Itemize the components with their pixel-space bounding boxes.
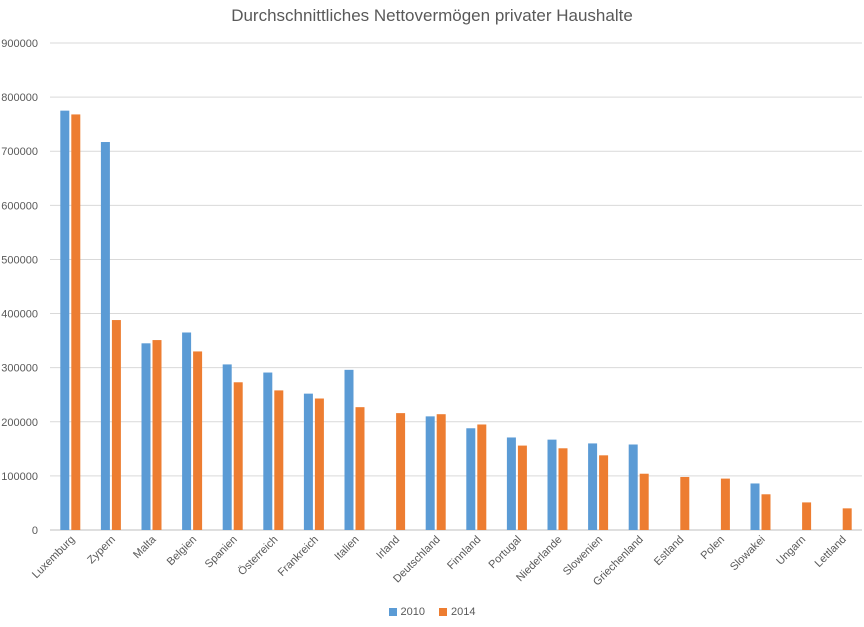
- bar-2014-Frankreich: [314, 398, 324, 530]
- bar-2010-Österreich: [263, 372, 273, 530]
- bar-2010-Italien: [344, 369, 354, 530]
- bar-2010-Finnland: [466, 428, 476, 530]
- y-tick-label: 300000: [1, 363, 38, 375]
- y-tick-label: 100000: [1, 471, 38, 483]
- bar-2014-Finnland: [477, 424, 487, 530]
- bar-2014-Lettland: [842, 508, 852, 530]
- bar-2014-Malta: [152, 340, 162, 530]
- x-tick-label: Malta: [131, 533, 159, 561]
- y-tick-label: 700000: [1, 146, 38, 158]
- x-tick-label: Ungarn: [774, 534, 808, 568]
- gridlines: [50, 42, 862, 531]
- bar-2010-Frankreich: [303, 393, 313, 530]
- x-tick-label: Zypern: [85, 534, 118, 567]
- legend-item-2010: 2010: [388, 606, 425, 618]
- x-tick-label: Österreich: [236, 534, 280, 578]
- bar-2014-Zypern: [111, 320, 121, 530]
- y-tick-label: 800000: [1, 92, 38, 104]
- bar-2010-Portugal: [506, 437, 516, 530]
- x-tick-label: Luxemburg: [30, 534, 77, 581]
- x-tick-label: Irland: [374, 534, 402, 562]
- x-tick-label: Italien: [332, 534, 361, 563]
- x-tick-label: Lettland: [813, 534, 849, 570]
- bar-2014-Polen: [720, 478, 730, 530]
- y-tick-label: 900000: [1, 38, 38, 50]
- legend-label-2010: 2010: [400, 606, 425, 618]
- bar-2010-Deutschland: [425, 416, 435, 530]
- bar-2014-Estland: [680, 476, 690, 530]
- bar-2014-Griechenland: [639, 473, 649, 530]
- bar-2014-Slowenien: [599, 455, 609, 530]
- x-tick-label: Estland: [652, 534, 686, 568]
- x-tick-label: Polen: [699, 534, 727, 562]
- y-tick-label: 200000: [1, 417, 38, 429]
- legend-item-2014: 2014: [439, 606, 475, 618]
- bar-2010-Griechenland: [628, 444, 638, 530]
- bar-2010-Spanien: [222, 364, 232, 530]
- chart-plot: 0 100000 200000 300000 400000 500000 600000 700…: [1, 38, 862, 588]
- x-axis-ticks: Luxemburg Zypern Malta Belgien SpanienÖsterr…: [30, 533, 849, 588]
- bar-2014-Slowakei: [761, 494, 771, 530]
- bar-2014-Deutschland: [436, 414, 446, 530]
- bar-2010-Zypern: [100, 142, 110, 531]
- legend-swatch-2014: [439, 608, 447, 616]
- bar-2010-Belgien: [182, 332, 192, 530]
- legend-swatch-2010: [388, 608, 397, 616]
- bar-2010-Luxemburg: [60, 110, 70, 530]
- bar-2010-Malta: [141, 343, 151, 530]
- x-tick-label: Finnland: [445, 534, 483, 572]
- x-tick-label: Frankreich: [276, 534, 321, 579]
- y-axis-ticks: 0 100000 200000 300000 400000 500000 600000 700…: [1, 38, 38, 537]
- y-tick-label: 600000: [1, 200, 38, 212]
- y-tick-label: 400000: [1, 309, 38, 321]
- x-tick-label: Slowakei: [728, 534, 768, 574]
- bar-2014-Luxemburg: [71, 114, 81, 530]
- bar-2014-Belgien: [193, 351, 203, 530]
- bar-2010-Slowakei: [750, 483, 760, 530]
- bar-2014-Italien: [355, 407, 365, 530]
- bar-2014-Österreich: [274, 390, 284, 530]
- bar-2014-Irland: [396, 413, 406, 530]
- legend: 2010 2014: [0, 606, 864, 618]
- bar-2014-Portugal: [517, 445, 527, 530]
- x-tick-label: Portugal: [487, 534, 524, 571]
- bar-2014-Ungarn: [802, 502, 812, 530]
- x-tick-label: Belgien: [165, 534, 199, 568]
- bar-2014-Spanien: [233, 382, 243, 530]
- bar-2010-Niederlande: [547, 439, 557, 530]
- bar-2010-Slowenien: [588, 443, 598, 530]
- chart-title: Durchschnittliches Nettovermögen private…: [231, 6, 633, 25]
- y-tick-label: 500000: [1, 254, 38, 266]
- x-tick-label: Spanien: [203, 534, 240, 571]
- bars: [60, 110, 852, 531]
- bar-2014-Niederlande: [558, 448, 568, 530]
- legend-label-2014: 2014: [451, 606, 476, 618]
- y-tick-label: 0: [32, 525, 38, 537]
